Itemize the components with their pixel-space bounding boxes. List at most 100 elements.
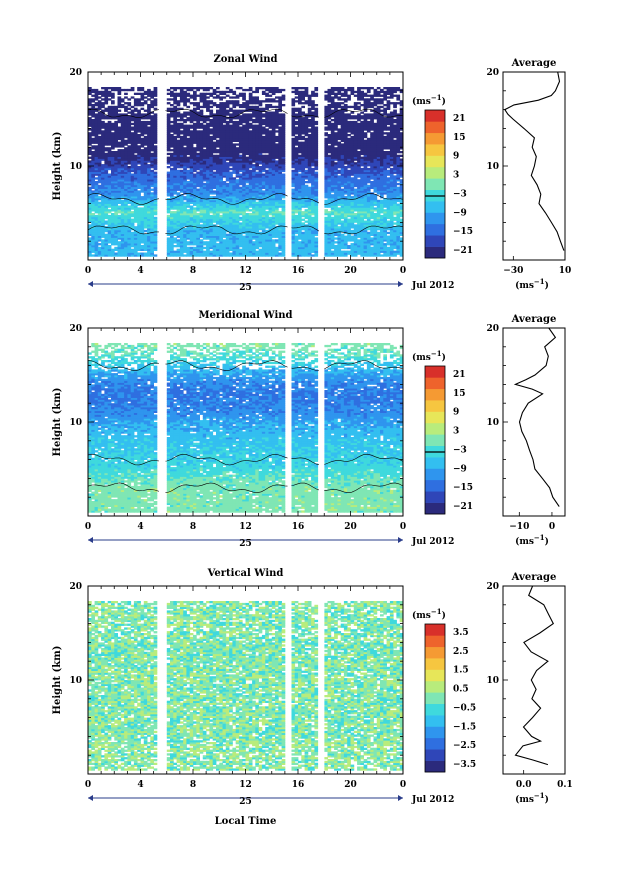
heatmap-cell [269, 130, 273, 132]
heatmap-cell [173, 106, 177, 108]
heatmap-cell [272, 98, 276, 100]
heatmap-cell [114, 151, 118, 153]
heatmap-cell [301, 222, 305, 224]
heatmap-cell [134, 98, 138, 100]
heatmap-cell [255, 125, 259, 127]
heatmap-cell [291, 189, 295, 191]
heatmap-cell [213, 96, 217, 98]
heatmap-cell [295, 215, 299, 217]
heatmap-cell [275, 87, 279, 89]
heatmap-cell [111, 132, 115, 134]
heatmap-cell [295, 113, 299, 115]
heatmap-cell [131, 123, 135, 125]
heatmap-cell [193, 123, 197, 125]
heatmap-cell [239, 115, 243, 117]
heatmap-cell [183, 91, 187, 93]
heatmap-cell [98, 243, 102, 245]
heatmap-cell [209, 106, 213, 108]
heatmap-cell [242, 102, 246, 104]
heatmap-cell [200, 110, 204, 112]
heatmap-cell [137, 190, 141, 192]
heatmap-cell [193, 147, 197, 149]
heatmap-cell [91, 138, 95, 140]
heatmap-cell [127, 102, 131, 104]
heatmap-cell [134, 113, 138, 115]
heatmap-cell [282, 89, 286, 91]
heatmap-cell [269, 95, 273, 97]
heatmap-cell [209, 110, 213, 112]
heatmap-cell [308, 108, 312, 110]
heatmap-cell [177, 192, 181, 194]
heatmap-cell [232, 96, 236, 98]
heatmap-cell [291, 91, 295, 93]
heatmap-cell [301, 117, 305, 119]
heatmap-cell [147, 98, 151, 100]
heatmap-cell [108, 121, 112, 123]
heatmap-cell [91, 145, 95, 147]
heatmap-cell [301, 211, 305, 213]
heatmap-cell [203, 241, 207, 243]
heatmap-cell [183, 112, 187, 114]
heatmap-cell [118, 87, 122, 89]
heatmap-cell [229, 113, 233, 115]
heatmap-cell [229, 100, 233, 102]
heatmap-cell [154, 172, 158, 174]
heatmap-cell [239, 187, 243, 189]
heatmap-cell [173, 245, 177, 247]
heatmap-cell [167, 237, 171, 239]
heatmap-cell [170, 211, 174, 213]
heatmap-cell [114, 247, 118, 249]
heatmap-cell [193, 247, 197, 249]
heatmap-cell [183, 254, 187, 256]
heatmap-cell [180, 170, 184, 172]
heatmap-cell [305, 181, 309, 183]
heatmap-cell [108, 91, 112, 93]
heatmap-cell [147, 89, 151, 91]
heatmap-cell [170, 87, 174, 89]
heatmap-cell [272, 106, 276, 108]
heatmap-cell [131, 127, 135, 129]
heatmap-cell [229, 125, 233, 127]
heatmap-cell [104, 234, 108, 236]
heatmap-cell [203, 93, 207, 95]
heatmap-cell [259, 108, 263, 110]
heatmap-cell [262, 87, 266, 89]
heatmap-cell [282, 174, 286, 176]
heatmap-cell [167, 157, 171, 159]
heatmap-cell [275, 239, 279, 241]
wind-figure: Zonal Wind1020Height (km)0 4 8 12 16 20 025 Jul… [0, 0, 620, 873]
heatmap-cell [134, 226, 138, 228]
heatmap-cell [278, 113, 282, 115]
heatmap-cell [177, 100, 181, 102]
heatmap-cell [98, 247, 102, 249]
heatmap-cell [226, 95, 230, 97]
heatmap-cell [236, 87, 240, 89]
heatmap-cell [239, 155, 243, 157]
heatmap-cell [213, 155, 217, 157]
heatmap-cell [167, 89, 171, 91]
heatmap-cell [186, 138, 190, 140]
heatmap-cell [108, 98, 112, 100]
heatmap-cell [272, 112, 276, 114]
heatmap-cell [98, 100, 102, 102]
heatmap-cell [183, 147, 187, 149]
heatmap-cell [239, 217, 243, 219]
heatmap-cell [137, 93, 141, 95]
heatmap-cell [219, 91, 223, 93]
heatmap-cell [265, 87, 269, 89]
heatmap-cell [196, 130, 200, 132]
heatmap-cell [305, 209, 309, 211]
heatmap-cell [249, 209, 253, 211]
heatmap-cell [232, 110, 236, 112]
heatmap-cell [265, 104, 269, 106]
heatmap-cell [111, 93, 115, 95]
heatmap-cell [91, 89, 95, 91]
heatmap-cell [275, 247, 279, 249]
heatmap-cell [101, 102, 105, 104]
heatmap-cell [104, 108, 108, 110]
heatmap-cell [183, 228, 187, 230]
heatmap-cell [265, 211, 269, 213]
heatmap-cell [213, 172, 217, 174]
heatmap-cell [177, 87, 181, 89]
heatmap-cell [295, 108, 299, 110]
